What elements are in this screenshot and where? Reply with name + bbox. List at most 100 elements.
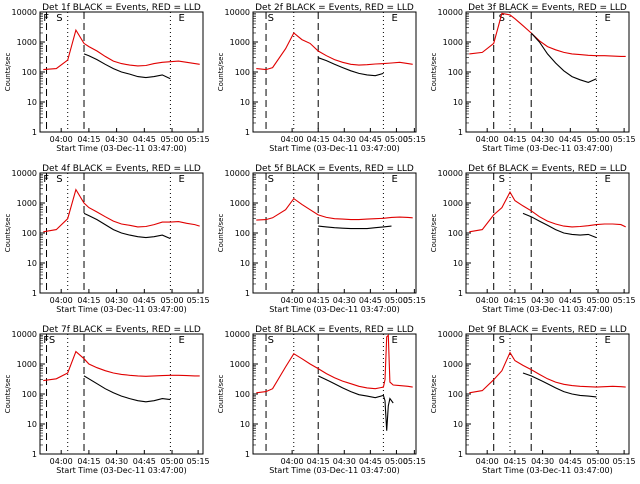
x-tick-label: 04:00 bbox=[281, 296, 304, 305]
chart-title: Det 9f BLACK = Events, RED = LLD bbox=[468, 325, 627, 335]
y-axis-label: Counts/sec bbox=[430, 375, 438, 414]
series-line-events bbox=[522, 212, 597, 239]
plot-frame bbox=[252, 11, 417, 133]
y-tick-label: 10 bbox=[27, 98, 37, 107]
x-tick-label: 04:15 bbox=[77, 135, 100, 144]
x-axis-label: Start Time (03-Dec-11 03:47:00) bbox=[56, 466, 187, 475]
marker-label: E bbox=[179, 174, 185, 185]
marker-label: E bbox=[605, 335, 611, 346]
marker-label: F bbox=[43, 174, 49, 185]
y-tick-label: 100 bbox=[235, 229, 250, 238]
y-tick-label: 100 bbox=[22, 68, 37, 77]
series-line-events bbox=[530, 32, 597, 83]
series-line-lld bbox=[256, 197, 413, 221]
y-tick-label: 1000 bbox=[443, 199, 463, 208]
chart-panel-1: Det 1f BLACK = Events, RED = LLD 1 10 100 10… bbox=[4, 3, 210, 153]
y-tick-label: 10000 bbox=[12, 330, 37, 339]
x-tick-label: 05:00 bbox=[586, 296, 609, 305]
y-tick-label: 1000 bbox=[17, 199, 37, 208]
x-axis-label: Start Time (03-Dec-11 03:47:00) bbox=[56, 305, 187, 314]
x-tick-label: 05:00 bbox=[586, 135, 609, 144]
marker-label: E bbox=[605, 13, 611, 24]
y-tick-label: 1000 bbox=[443, 360, 463, 369]
x-tick-label: 04:45 bbox=[133, 296, 156, 305]
y-tick-label: 10000 bbox=[225, 169, 250, 178]
y-tick-label: 10000 bbox=[12, 169, 37, 178]
y-tick-label: 1000 bbox=[443, 38, 463, 47]
marker-label: F bbox=[43, 13, 49, 24]
plot-frame bbox=[465, 333, 630, 455]
x-tick-label: 05:15 bbox=[613, 135, 636, 144]
series-line-events bbox=[317, 375, 394, 431]
chart-panel-2: Det 2f BLACK = Events, RED = LLD 1 10 100 10… bbox=[217, 3, 426, 153]
y-tick-label: 1 bbox=[32, 289, 37, 298]
x-tick-label: 04:15 bbox=[77, 457, 100, 466]
x-tick-label: 04:00 bbox=[50, 296, 73, 305]
x-tick-label: 05:00 bbox=[385, 457, 408, 466]
x-tick-label: 04:00 bbox=[50, 135, 73, 144]
chart-title: Det 6f BLACK = Events, RED = LLD bbox=[468, 164, 627, 174]
chart-panel-6: Det 6f BLACK = Events, RED = LLD 1 10 100 10… bbox=[430, 164, 636, 314]
y-tick-label: 10000 bbox=[12, 8, 37, 17]
x-tick-label: 04:45 bbox=[359, 457, 382, 466]
series-line-lld bbox=[256, 334, 413, 394]
y-tick-label: 10000 bbox=[225, 8, 250, 17]
y-axis-label: Counts/sec bbox=[217, 375, 225, 414]
y-axis-label: Counts/sec bbox=[4, 214, 12, 253]
series-line-lld bbox=[469, 351, 626, 394]
x-tick-label: 04:30 bbox=[105, 135, 128, 144]
x-tick-label: 04:30 bbox=[333, 296, 356, 305]
y-tick-label: 100 bbox=[235, 390, 250, 399]
y-tick-label: 1000 bbox=[230, 199, 250, 208]
series-line-lld bbox=[469, 190, 626, 233]
chart-title: Det 1f BLACK = Events, RED = LLD bbox=[42, 3, 201, 13]
chart-title: Det 4f BLACK = Events, RED = LLD bbox=[42, 164, 201, 174]
x-tick-label: 05:15 bbox=[613, 296, 636, 305]
y-axis-label: Counts/sec bbox=[217, 53, 225, 92]
y-tick-label: 1 bbox=[458, 450, 463, 459]
marker-label: E bbox=[392, 174, 398, 185]
y-tick-label: 1 bbox=[245, 289, 250, 298]
y-tick-label: 100 bbox=[22, 229, 37, 238]
chart-title: Det 3f BLACK = Events, RED = LLD bbox=[468, 3, 627, 13]
plot-frame bbox=[39, 333, 204, 455]
y-axis-label: Counts/sec bbox=[4, 53, 12, 92]
marker-label: S bbox=[56, 174, 62, 185]
y-tick-label: 1 bbox=[458, 128, 463, 137]
y-tick-label: 10000 bbox=[225, 330, 250, 339]
x-tick-label: 04:45 bbox=[559, 135, 582, 144]
marker-label: S bbox=[268, 174, 274, 185]
x-tick-label: 05:00 bbox=[160, 296, 183, 305]
marker-label: FS bbox=[43, 335, 55, 346]
marker-label: S bbox=[56, 13, 62, 24]
y-tick-label: 1 bbox=[458, 289, 463, 298]
x-tick-label: 04:30 bbox=[333, 135, 356, 144]
x-axis-label: Start Time (03-Dec-11 03:47:00) bbox=[482, 466, 613, 475]
x-tick-label: 04:45 bbox=[133, 135, 156, 144]
y-axis-label: Counts/sec bbox=[4, 375, 12, 414]
chart-title: Det 7f BLACK = Events, RED = LLD bbox=[42, 325, 201, 335]
y-tick-label: 10 bbox=[240, 420, 250, 429]
y-tick-label: 10000 bbox=[438, 330, 463, 339]
chart-panel-7: Det 7f BLACK = Events, RED = LLD 1 10 100 10… bbox=[4, 325, 210, 475]
x-tick-label: 04:15 bbox=[503, 296, 526, 305]
x-axis-label: Start Time (03-Dec-11 03:47:00) bbox=[269, 144, 400, 153]
x-tick-label: 04:15 bbox=[307, 296, 330, 305]
plot-frame bbox=[252, 333, 417, 455]
marker-label: E bbox=[179, 13, 185, 24]
series-line-events bbox=[318, 57, 384, 77]
y-axis-label: Counts/sec bbox=[430, 53, 438, 92]
marker-label: E bbox=[392, 13, 398, 24]
y-tick-label: 100 bbox=[448, 390, 463, 399]
marker-label: S bbox=[499, 174, 505, 185]
y-tick-label: 1 bbox=[245, 128, 250, 137]
x-tick-label: 05:00 bbox=[160, 457, 183, 466]
series-line-events bbox=[522, 372, 597, 398]
x-tick-label: 04:30 bbox=[531, 296, 554, 305]
x-tick-label: 05:00 bbox=[385, 296, 408, 305]
y-tick-label: 1 bbox=[32, 128, 37, 137]
series-line-events bbox=[83, 53, 171, 80]
series-line-events bbox=[83, 212, 171, 240]
y-tick-label: 10000 bbox=[438, 169, 463, 178]
